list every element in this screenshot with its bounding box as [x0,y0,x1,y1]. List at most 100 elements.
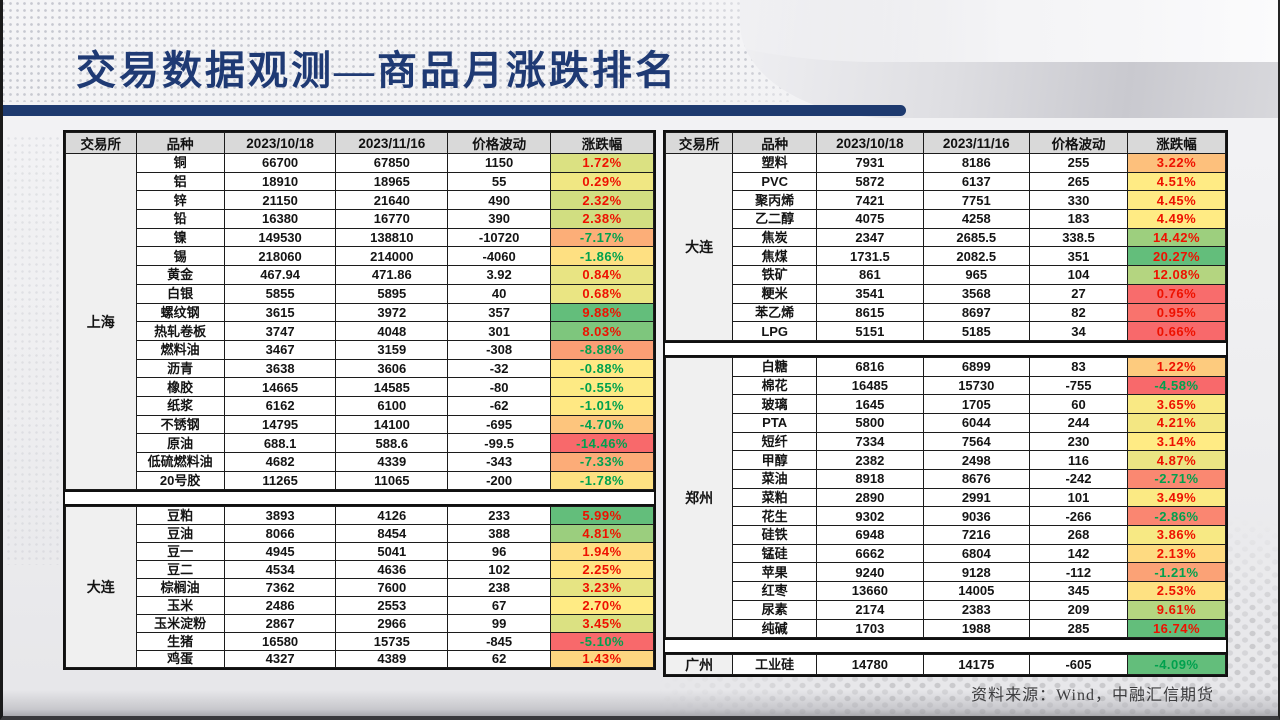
price-cell: 18965 [335,171,449,192]
variety-cell: 甲醇 [732,450,818,470]
change-cell: -242 [1028,469,1128,489]
table-row: 锡 218060 214000 -4060 -1.86% [66,246,654,267]
price-cell: 5151 [816,321,924,341]
price-cell: 6044 [922,412,1030,433]
variety-cell: 纯碱 [732,618,818,639]
pct-cell: 3.45% [550,613,654,633]
variety-cell: 铜 [135,153,225,173]
price-cell: 4945 [223,542,337,562]
price-cell: 2498 [922,450,1030,470]
variety-cell: LPG [732,321,818,341]
table-row: 棉花 16485 15730 -755 -4.58% [666,375,1227,396]
price-cell: 9302 [816,506,924,527]
change-cell: -4060 [447,246,552,267]
price-cell: 2890 [816,487,924,508]
pct-cell: -5.10% [550,631,654,651]
table-row: 铝 18910 18965 55 0.29% [66,171,654,192]
variety-cell: 聚丙烯 [732,190,818,211]
price-cell: 4636 [335,560,449,579]
halftone-dots-left [5,135,60,565]
variety-cell: 锰硅 [732,543,818,564]
right-table: 交易所 品种 2023/10/18 2023/11/16 价格波动 涨跌幅 大连 塑料 7931… [663,130,1228,678]
table-row: 不锈钢 14795 14100 -695 -4.70% [66,414,654,435]
price-cell: 4339 [335,452,449,472]
price-cell: 4258 [922,209,1030,229]
data-table: 交易所 品种 2023/10/18 2023/11/16 价格波动 涨跌幅 上海铜 66700… [65,132,654,491]
pct-cell: 2.13% [1126,543,1227,564]
pct-cell: -4.09% [1126,654,1227,676]
pct-cell: -8.88% [550,339,654,360]
price-cell: 6162 [223,395,337,416]
variety-cell: 生猪 [135,631,225,651]
table-row: 黄金 467.94 471.86 3.92 0.84% [66,265,654,285]
variety-cell: 乙二醇 [732,209,818,229]
table-row: 锌 21150 21640 490 2.32% [66,190,654,211]
price-cell: 7564 [922,431,1030,452]
table-row: 玉米淀粉 2867 2966 99 3.45% [66,613,654,633]
variety-cell: 沥青 [135,358,225,379]
table-row: 花生 9302 9036 -266 -2.86% [666,506,1227,527]
table-row: 粳米 3541 3568 27 0.76% [666,283,1227,304]
price-cell: 4327 [223,649,337,669]
pct-cell: 4.87% [1126,450,1227,470]
table-row: 橡胶 14665 14585 -80 -0.55% [66,377,654,397]
variety-cell: 菜粕 [732,487,818,508]
price-cell: 1703 [816,618,924,639]
change-cell: -32 [447,358,552,379]
pct-cell: 3.14% [1126,431,1227,452]
header-cell: 品种 [135,132,225,154]
exchange-section: 交易所 品种 2023/10/18 2023/11/16 价格波动 涨跌幅 大连 塑料 7931… [663,130,1228,343]
change-cell: 67 [447,595,552,615]
price-cell: 471.86 [335,265,449,285]
price-cell: 6816 [816,356,924,377]
change-cell: -200 [447,470,552,491]
price-cell: 8615 [816,302,924,323]
price-cell: 7931 [816,153,924,173]
table-row: 苹果 9240 9128 -112 -1.21% [666,562,1227,583]
variety-cell: 20号胶 [135,470,225,491]
variety-cell: 花生 [732,506,818,527]
table-row: 镍 149530 138810 -10720 -7.17% [66,227,654,248]
pct-cell: -2.86% [1126,506,1227,527]
variety-cell: 不锈钢 [135,414,225,435]
table-row: 甲醇 2382 2498 116 4.87% [666,450,1227,470]
pct-cell: 3.49% [1126,487,1227,508]
change-cell: 60 [1028,394,1128,414]
price-cell: 5872 [816,171,924,192]
table-row: 鸡蛋 4327 4389 62 1.43% [66,649,654,669]
table-row: 沥青 3638 3606 -32 -0.88% [66,358,654,379]
halftone-dots-top [0,0,790,102]
pct-cell: 0.66% [1126,321,1227,341]
variety-cell: 塑料 [732,153,818,173]
price-cell: 3568 [922,283,1030,304]
variety-cell: 螺纹钢 [135,302,225,323]
variety-cell: 焦炭 [732,227,818,248]
table-row: 螺纹钢 3615 3972 357 9.88% [66,302,654,323]
header-cell: 2023/10/18 [223,132,337,154]
header-cell: 2023/10/18 [816,132,924,154]
change-cell: 62 [447,649,552,669]
price-cell: 2347 [816,227,924,248]
price-cell: 16770 [335,209,449,229]
pct-cell: 0.29% [550,171,654,192]
table-row: 纸浆 6162 6100 -62 -1.01% [66,395,654,416]
table-row: 铅 16380 16770 390 2.38% [66,209,654,229]
table-row: 豆二 4534 4636 102 2.25% [66,560,654,579]
price-cell: 11265 [223,470,337,491]
price-cell: 15730 [922,375,1030,396]
table-row: 菜油 8918 8676 -242 -2.71% [666,469,1227,489]
section-gap [663,342,1228,355]
price-cell: 7421 [816,190,924,211]
price-cell: 2382 [816,450,924,470]
change-cell: 490 [447,190,552,211]
price-cell: 16380 [223,209,337,229]
change-cell: 338.5 [1028,227,1128,248]
price-cell: 6662 [816,543,924,564]
title-underline-bar [0,105,906,116]
price-cell: 2383 [922,599,1030,620]
variety-cell: 玉米 [135,595,225,615]
variety-cell: 苹果 [732,562,818,583]
change-cell: 265 [1028,171,1128,192]
pct-cell: -4.70% [550,414,654,435]
variety-cell: 玉米淀粉 [135,613,225,633]
